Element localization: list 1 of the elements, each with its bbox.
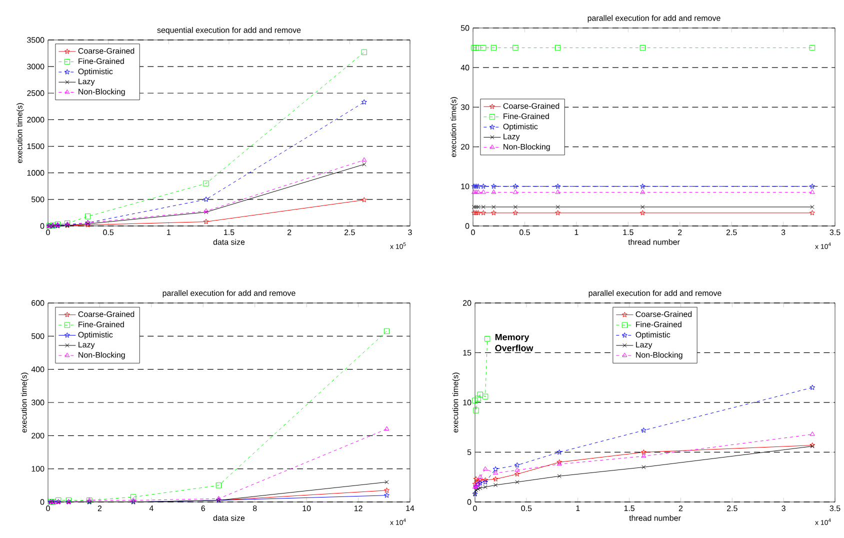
annotation: Memory Overflow	[495, 334, 534, 352]
